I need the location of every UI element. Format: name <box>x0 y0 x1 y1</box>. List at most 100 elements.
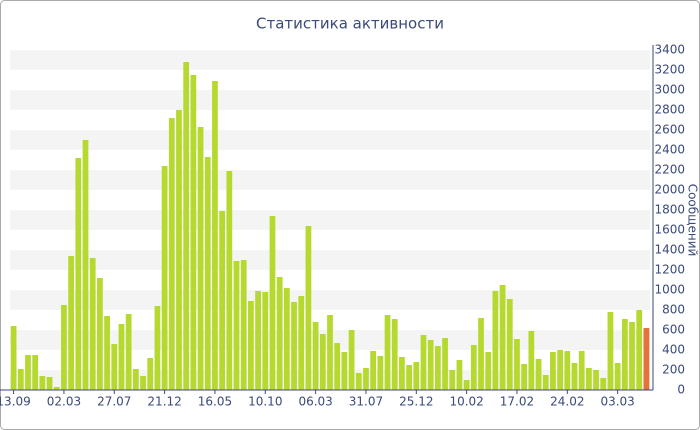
bar <box>550 352 556 390</box>
bar <box>492 291 499 390</box>
bar <box>118 324 125 390</box>
x-tick-label: 27.07 <box>97 395 131 409</box>
bar <box>593 370 599 390</box>
x-tick-label: 03.03 <box>600 395 634 409</box>
y-tick-label: 3000 <box>654 83 685 97</box>
bar <box>434 346 441 390</box>
y-tick-label: 3400 <box>654 43 685 57</box>
x-tick-label: 16.05 <box>198 395 232 409</box>
x-tick-label: 02.03 <box>47 395 81 409</box>
y-tick-label: 2000 <box>654 183 685 197</box>
bar <box>578 351 585 390</box>
bar <box>25 355 31 390</box>
bar <box>406 365 412 390</box>
bar <box>32 355 39 390</box>
grid-band <box>10 50 650 70</box>
bar <box>97 278 103 390</box>
bar <box>442 338 448 390</box>
x-tick-label: 10.10 <box>248 395 282 409</box>
bar <box>17 369 24 390</box>
bar <box>312 322 319 390</box>
grid-band <box>10 290 650 310</box>
y-tick-label: 1000 <box>654 283 685 297</box>
bar <box>621 319 628 390</box>
bar <box>600 378 607 390</box>
bar <box>528 331 535 390</box>
grid-band <box>10 170 650 190</box>
bar <box>377 356 384 390</box>
bar <box>140 376 146 390</box>
y-tick-label: 800 <box>662 303 685 317</box>
bar <box>276 277 283 390</box>
bar <box>506 299 513 390</box>
x-tick-label: 24.02 <box>550 395 584 409</box>
bar <box>542 375 549 390</box>
bar <box>514 339 520 390</box>
bar <box>68 256 74 390</box>
bar <box>478 318 484 390</box>
bar <box>283 288 290 390</box>
bar <box>161 166 168 390</box>
y-tick-label: 2800 <box>654 103 685 117</box>
y-tick-label: 3200 <box>654 63 685 77</box>
bar <box>456 360 463 390</box>
bar <box>384 315 391 390</box>
bar <box>248 301 254 390</box>
grid-band <box>10 90 650 110</box>
bar <box>53 387 60 390</box>
x-tick-label: 13.09 <box>0 395 31 409</box>
bar <box>614 363 621 390</box>
y-tick-label: 400 <box>662 343 685 357</box>
bar <box>363 368 369 390</box>
bar <box>399 357 405 390</box>
bar <box>463 380 470 390</box>
bar <box>204 157 211 390</box>
y-tick-label: 1800 <box>654 203 685 217</box>
y-tick-label: 1200 <box>654 263 685 277</box>
grid-band <box>10 210 650 230</box>
bar <box>521 364 528 390</box>
bar <box>341 352 348 390</box>
bar <box>535 359 542 390</box>
bar <box>291 302 297 390</box>
bar <box>75 158 82 390</box>
y-tick-label: 2600 <box>654 123 685 137</box>
x-tick-label: 10.02 <box>449 395 483 409</box>
bar <box>607 312 614 390</box>
y-tick-label: 2400 <box>654 143 685 157</box>
bar <box>212 81 218 390</box>
bar <box>427 340 434 390</box>
bar <box>104 316 110 390</box>
x-tick-label: 31.07 <box>349 395 383 409</box>
bar <box>334 343 341 390</box>
bar <box>485 352 492 390</box>
grid-band <box>10 250 650 270</box>
bar <box>586 368 592 390</box>
bar <box>46 377 53 390</box>
bar <box>413 362 420 390</box>
bar <box>262 292 269 390</box>
bar <box>10 326 17 390</box>
bar <box>154 306 161 390</box>
y-tick-label: 1600 <box>654 223 685 237</box>
grid-band <box>10 130 650 150</box>
y-tick-label: 0 <box>677 383 685 397</box>
bar <box>571 363 578 390</box>
bar <box>39 376 46 390</box>
bar <box>190 75 197 390</box>
x-tick-label: 21.12 <box>147 395 181 409</box>
bar <box>564 351 571 390</box>
bar <box>240 260 247 390</box>
bar <box>557 350 563 390</box>
x-tick-label: 06.03 <box>298 395 332 409</box>
bar <box>370 351 377 390</box>
x-tick-label: 25.12 <box>399 395 433 409</box>
bar <box>197 127 204 390</box>
y-tick-label: 600 <box>662 323 685 337</box>
chart-title: Статистика активности <box>256 15 444 33</box>
bar <box>319 334 326 390</box>
bar <box>305 226 312 390</box>
bar <box>226 171 233 390</box>
bar <box>327 315 333 390</box>
